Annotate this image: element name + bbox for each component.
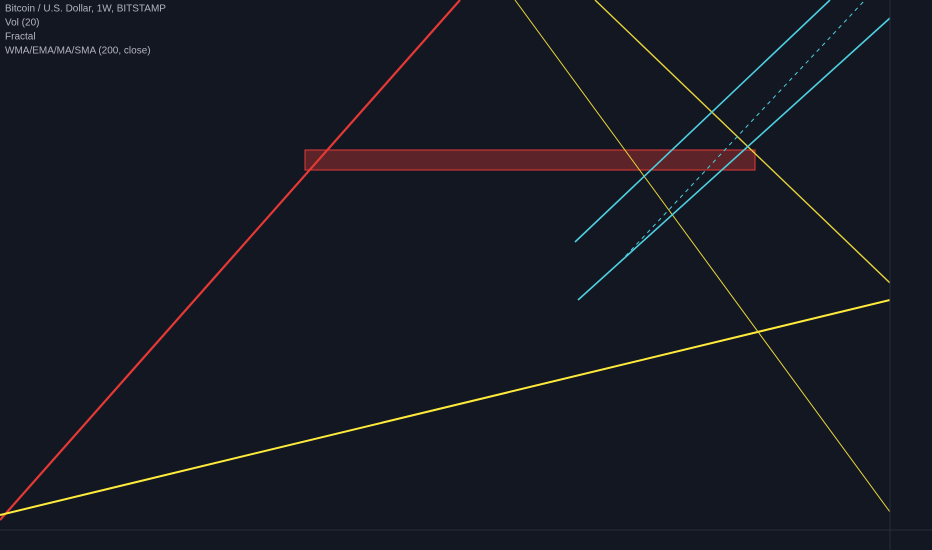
indicator-name: Fractal [5,32,36,43]
drawings [0,0,890,521]
indicator-name: Vol (20) [5,18,39,29]
chart-title: Bitcoin / U.S. Dollar, 1W, BITSTAMP [5,4,166,15]
trend-line [0,0,461,521]
trend-line [514,0,890,513]
trend-line [594,0,890,284]
channel-midline [619,0,866,263]
channel-line [577,17,890,301]
indicator-name: WMA/EMA/MA/SMA (200, close) [5,46,151,57]
legend: Bitcoin / U.S. Dollar, 1W, BITSTAMP Vol … [5,4,166,57]
trend-line [0,299,890,516]
channel-line [574,0,831,243]
resistance-zone [304,149,756,171]
